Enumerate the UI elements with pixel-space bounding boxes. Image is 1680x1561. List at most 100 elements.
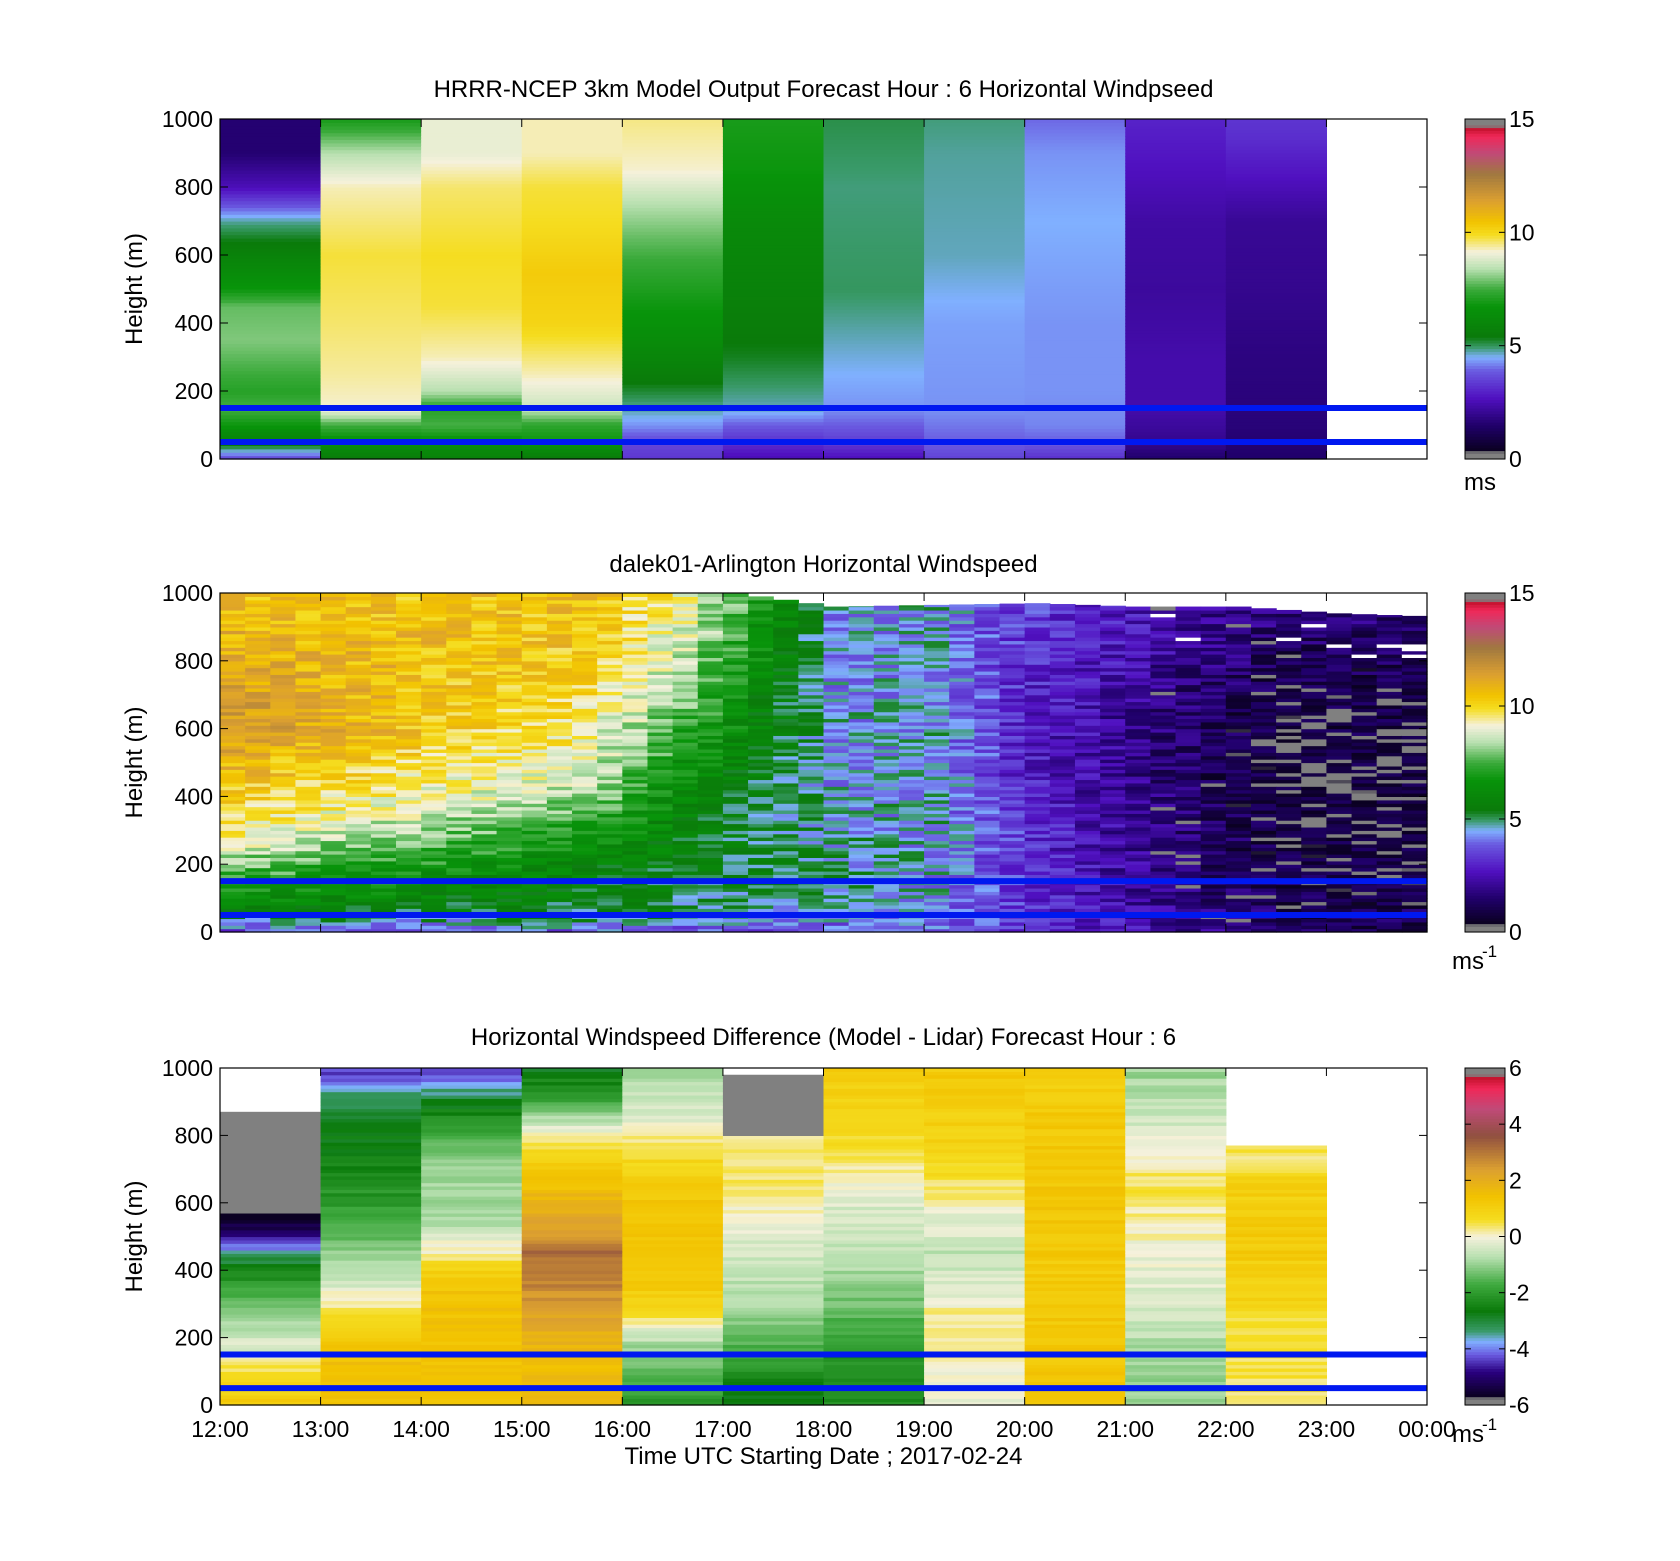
heatmap-cell [873,674,900,679]
heatmap-cell [823,677,850,682]
heatmap-cell [1049,894,1076,899]
heatmap-cell [396,718,422,723]
colorbar-segment [1465,204,1505,208]
heatmap-cell [220,353,322,358]
heatmap-cell [823,163,925,168]
heatmap-cell [722,363,825,368]
heatmap-cell [270,708,297,713]
heatmap-cell [697,626,724,631]
heatmap-cell [1074,667,1101,672]
heatmap-cell [622,425,724,429]
heatmap-cell [421,176,523,181]
heatmap-cell [1049,708,1076,713]
heatmap-cell [999,687,1026,692]
heatmap-cell [647,813,674,818]
heatmap-cell [471,759,498,764]
heatmap-cell [974,667,1001,672]
heatmap-cell [572,626,598,631]
heatmap-cell [999,606,1026,611]
heatmap-cell [1125,340,1227,344]
heatmap-cell [345,762,372,767]
heatmap-cell [572,616,598,621]
heatmap-cell [848,786,875,791]
heatmap-cell [370,593,397,597]
heatmap-cell [924,711,950,716]
heatmap-cell [546,711,573,716]
heatmap-cell [1225,176,1328,181]
heatmap-cell [597,684,623,689]
heatmap-cell [546,793,573,797]
heatmap-cell [572,789,598,794]
heatmap-cell [823,738,850,743]
heatmap-cell [898,918,925,923]
heatmap-cell [722,132,825,137]
heatmap-cell [798,789,825,794]
heatmap-cell [446,779,473,784]
heatmap-cell [1074,830,1101,835]
heatmap-cell [421,132,523,137]
heatmap-cell [974,735,1001,740]
heatmap-cell [823,796,850,801]
heatmap-cell [320,139,422,144]
heatmap-cell [1225,445,1328,450]
heatmap-cell [999,708,1026,713]
heatmap-cell [622,350,724,355]
colorbar-segment [1465,334,1505,338]
heatmap-cell [622,637,649,642]
heatmap-cell [1125,282,1227,287]
heatmap-cell [773,715,799,720]
heatmap-cell [572,691,598,696]
heatmap-cell [773,816,799,821]
heatmap-cell [748,759,774,764]
heatmap-cell [521,166,623,171]
heatmap-cell [220,721,246,726]
heatmap-cell [421,425,523,429]
heatmap-cell [396,843,422,848]
heatmap-cell [295,650,322,655]
heatmap-cell [924,309,1026,314]
heatmap-cell [1100,765,1126,770]
heatmap-cell [572,860,598,865]
heatmap-cell [974,681,1001,686]
heatmap-cell [1049,799,1076,804]
heatmap-cell [924,613,950,618]
heatmap-cell [1024,384,1126,389]
heatmap-cell [1225,374,1328,378]
heatmap-cell [496,593,523,597]
heatmap-cell [823,860,850,865]
heatmap-cell [949,928,975,933]
heatmap-cell [521,630,548,635]
heatmap-cell [396,735,422,740]
heatmap-cell [898,626,925,631]
heatmap-cell [697,620,724,625]
heatmap-cell [1225,255,1328,259]
heatmap-cell [773,904,799,909]
heatmap-cell [496,847,523,852]
heatmap-cell [622,674,649,679]
heatmap-cell [370,674,397,679]
heatmap-cell [370,779,397,784]
heatmap-cell [220,596,246,601]
heatmap-cell [572,762,598,767]
heatmap-cell [1074,823,1101,828]
heatmap-cell [722,908,749,913]
heatmap-cell [496,898,523,903]
heatmap-cell [898,687,925,692]
heatmap-cell [848,864,875,869]
heatmap-cell [521,704,548,709]
heatmap-cell [823,826,850,831]
heatmap-cell [848,823,875,828]
heatmap-cell [647,657,674,662]
colorbar-segment [1465,274,1505,279]
heatmap-cell [647,796,674,801]
colorbar-segment [1465,192,1505,197]
heatmap-cell [546,769,573,774]
heatmap-cell [446,640,473,645]
heatmap-cell [521,414,623,419]
heatmap-cell [697,786,724,791]
heatmap-cell [622,295,724,300]
heatmap-cell [697,684,724,689]
heatmap-cell [446,901,473,906]
heatmap-cell [974,918,1001,923]
heatmap-cell [421,762,447,767]
